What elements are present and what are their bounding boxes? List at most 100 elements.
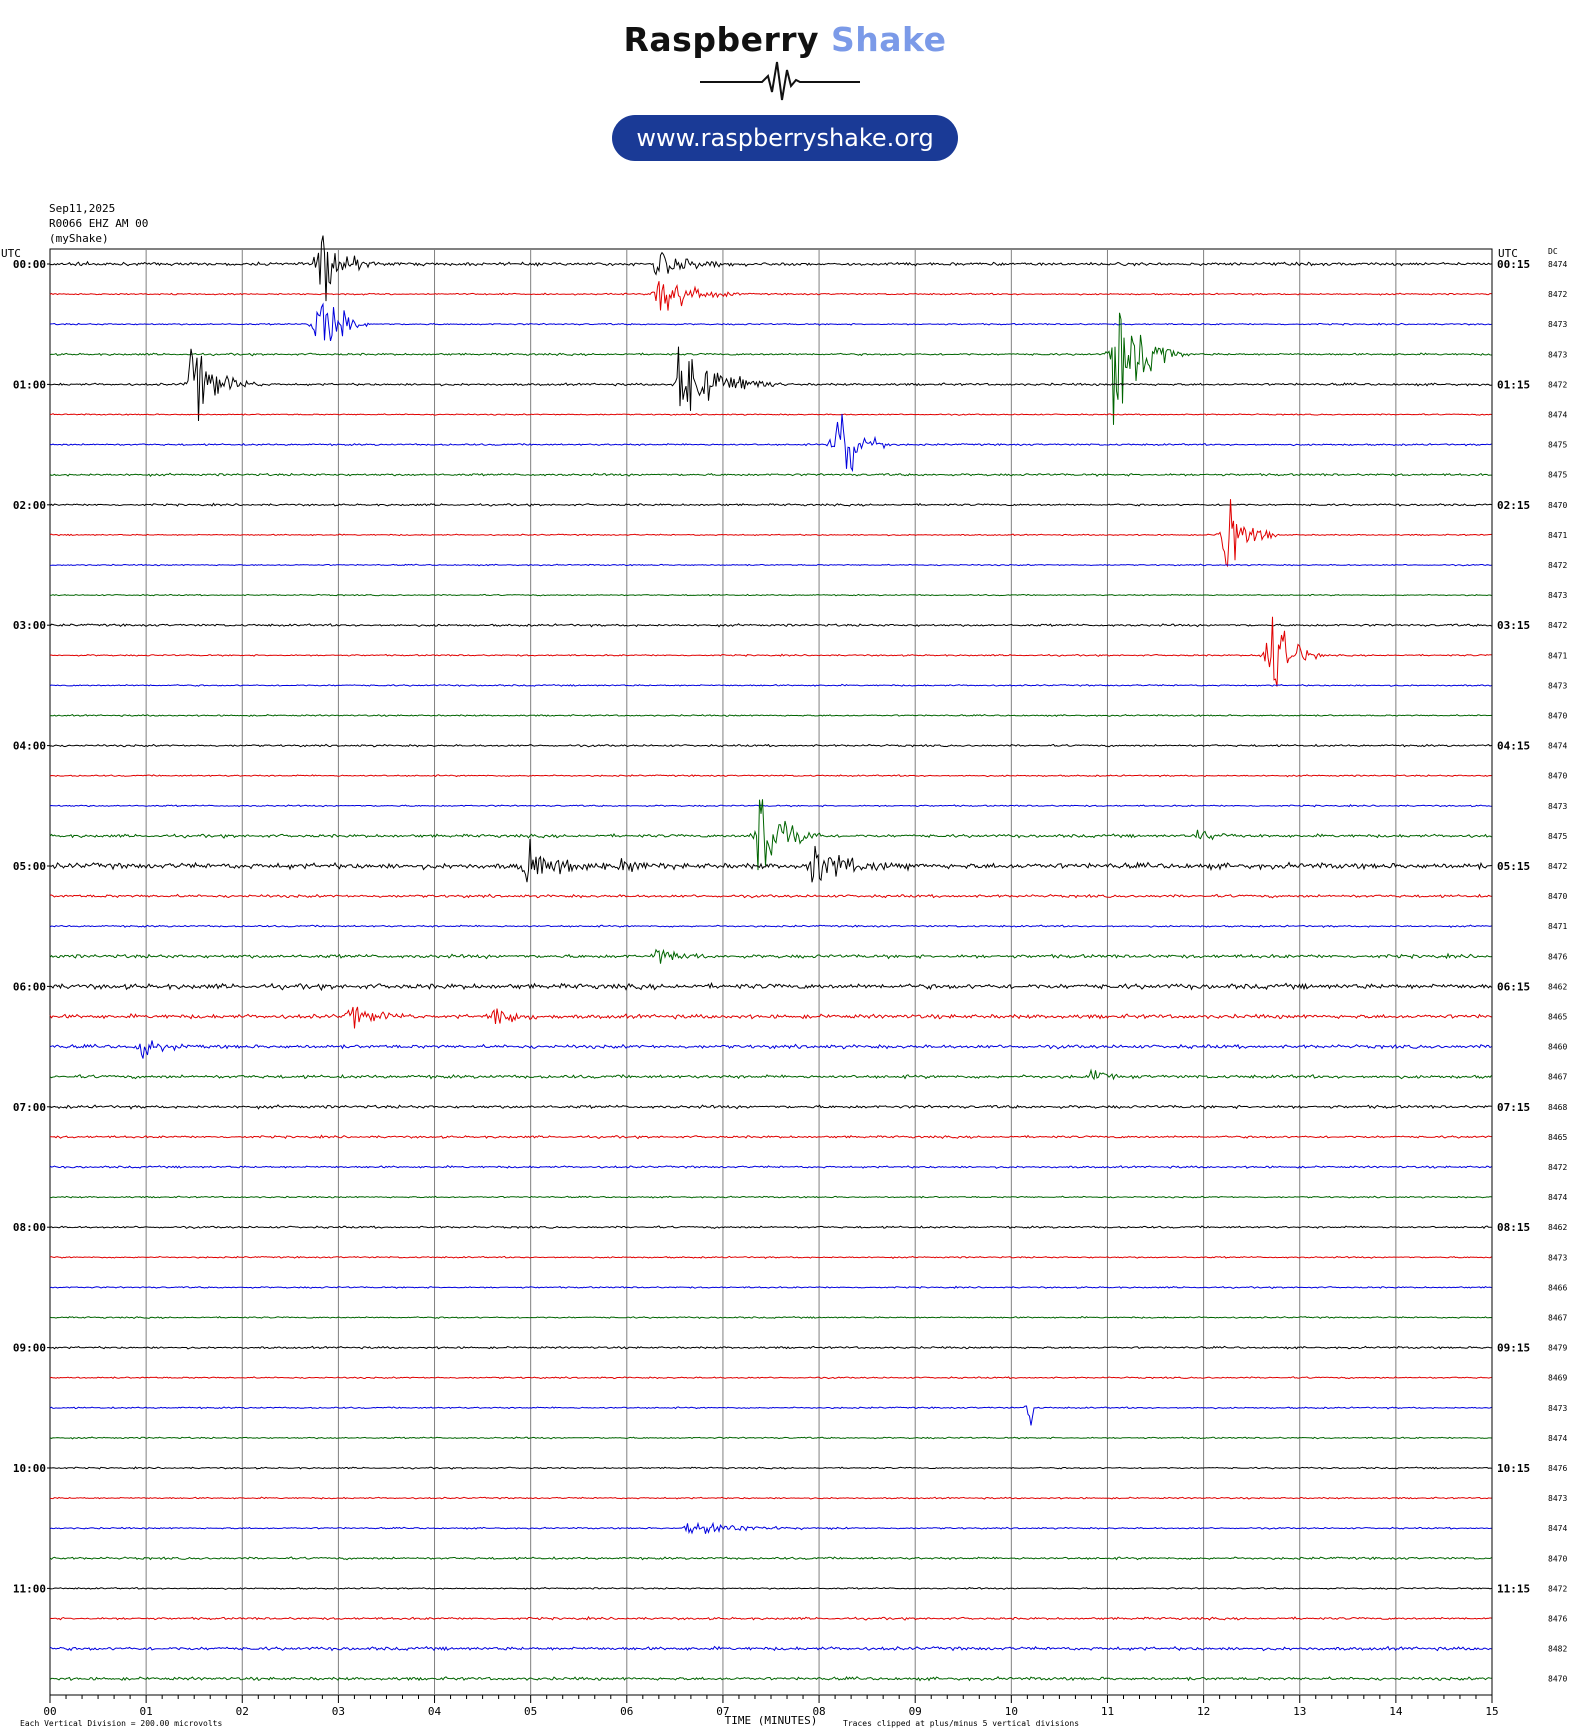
seismic-trace <box>49 1040 1492 1059</box>
dc-offset-label: 8473 <box>1548 802 1567 811</box>
dc-offset-label: 8476 <box>1548 1464 1567 1473</box>
x-tick-label: 07 <box>716 1705 729 1718</box>
hour-label-left: 05:00 <box>13 860 46 873</box>
dc-offset-label: 8471 <box>1548 531 1567 540</box>
x-axis-title: TIME (MINUTES) <box>725 1714 818 1727</box>
x-tick-label: 04 <box>428 1705 442 1718</box>
left-axis-title: UTC <box>1 247 21 260</box>
seismic-trace <box>49 1104 1492 1110</box>
seismic-trace <box>49 1315 1492 1320</box>
hour-label-right: 08:15 <box>1497 1221 1530 1234</box>
hour-label-right: 01:15 <box>1497 378 1530 391</box>
seismic-trace <box>49 1466 1492 1470</box>
scale-note: Each Vertical Division = 200.00 microvol… <box>20 1719 222 1728</box>
seismic-trace <box>49 593 1492 597</box>
seismic-trace <box>49 499 1492 568</box>
seismic-trace <box>49 948 1492 964</box>
seismic-trace <box>49 1496 1492 1500</box>
dc-offset-label: 8469 <box>1548 1374 1567 1383</box>
hour-label-right: 00:15 <box>1497 258 1530 271</box>
hour-label-right: 10:15 <box>1497 1462 1530 1475</box>
seismic-trace <box>49 1645 1492 1652</box>
hour-label-right: 05:15 <box>1497 860 1530 873</box>
seismic-trace <box>49 1195 1492 1199</box>
dc-offset-label: 8470 <box>1548 712 1567 721</box>
station-code: R0066 EHZ AM 00 <box>49 217 149 230</box>
x-tick-label: 10 <box>1005 1705 1018 1718</box>
dc-offset-label: 8476 <box>1548 952 1567 961</box>
brand-header: Raspberry Shake www.raspberryshake.org <box>0 0 1570 170</box>
hour-label-left: 08:00 <box>13 1221 46 1234</box>
dc-offset-label: 8473 <box>1548 1494 1567 1503</box>
dc-offset-label: 8470 <box>1548 1554 1567 1563</box>
seismic-trace <box>49 235 1492 302</box>
seismic-trace <box>49 1376 1492 1380</box>
x-tick-label: 13 <box>1293 1705 1306 1718</box>
dc-offset-label: 8470 <box>1548 772 1567 781</box>
seismic-trace <box>49 774 1492 778</box>
seismic-trace <box>49 804 1492 808</box>
hour-label-left: 09:00 <box>13 1342 46 1355</box>
seismic-trace <box>49 1006 1492 1029</box>
dc-offset-label: 8471 <box>1548 651 1567 660</box>
hour-label-right: 11:15 <box>1497 1582 1530 1595</box>
seismic-trace <box>49 346 1492 422</box>
dc-offset-label: 8462 <box>1548 1223 1567 1232</box>
dc-offset-label: 8474 <box>1548 1434 1567 1443</box>
dc-offset-label: 8479 <box>1548 1344 1567 1353</box>
dc-offset-label: 8472 <box>1548 290 1567 299</box>
seismic-trace <box>49 1345 1492 1350</box>
x-tick-label: 08 <box>812 1705 825 1718</box>
brand-name: Raspberry <box>623 20 820 59</box>
dc-offset-label: 8476 <box>1548 1615 1567 1624</box>
x-tick-label: 14 <box>1389 1705 1403 1718</box>
x-tick-label: 11 <box>1101 1705 1114 1718</box>
seismic-trace <box>49 302 1492 342</box>
plot-frame <box>49 248 1493 1696</box>
seismic-trace <box>49 1068 1492 1081</box>
hour-label-right: 03:15 <box>1497 619 1530 632</box>
seismic-trace <box>49 312 1492 425</box>
dc-offset-label: 8474 <box>1548 1193 1567 1202</box>
hour-label-left: 10:00 <box>13 1462 46 1475</box>
dc-offset-label: 8475 <box>1548 441 1567 450</box>
dc-offset-label: 8465 <box>1548 1133 1567 1142</box>
dc-offset-label: 8465 <box>1548 1013 1567 1022</box>
dc-offset-label: 8460 <box>1548 1043 1567 1052</box>
dc-offset-label: 8473 <box>1548 591 1567 600</box>
seismic-trace <box>49 1676 1492 1682</box>
seismic-trace <box>49 683 1492 687</box>
x-tick-label: 12 <box>1197 1705 1210 1718</box>
seismic-trace <box>49 472 1492 477</box>
dc-offset-label: 8472 <box>1548 380 1567 389</box>
seismic-trace <box>49 1405 1492 1426</box>
dc-offset-label: 8482 <box>1548 1645 1567 1654</box>
hour-label-right: 06:15 <box>1497 980 1530 993</box>
dc-offset-label: 8468 <box>1548 1103 1567 1112</box>
seismic-trace <box>49 981 1492 992</box>
dc-offset-label: 8474 <box>1548 260 1567 269</box>
dc-offset-label: 8467 <box>1548 1073 1567 1082</box>
x-tick-label: 09 <box>909 1705 922 1718</box>
seismic-trace <box>49 1165 1492 1169</box>
dc-offset-label: 8473 <box>1548 350 1567 359</box>
dc-offset-label: 8474 <box>1548 411 1567 420</box>
network-name: (myShake) <box>49 232 109 245</box>
seismic-trace <box>49 1255 1492 1259</box>
dc-offset-label: 8472 <box>1548 1584 1567 1593</box>
dc-offset-label: 8462 <box>1548 982 1567 991</box>
right-axis-title: UTC <box>1498 247 1518 260</box>
dc-offset-label: 8470 <box>1548 501 1567 510</box>
dc-offset-label: 8466 <box>1548 1283 1567 1292</box>
x-tick-label: 05 <box>524 1705 537 1718</box>
hour-label-left: 01:00 <box>13 378 46 391</box>
dc-title: DC <box>1548 247 1558 256</box>
dc-offset-label: 8473 <box>1548 1404 1567 1413</box>
website-link[interactable]: www.raspberryshake.org <box>612 115 958 161</box>
seismic-trace <box>49 1615 1492 1621</box>
dc-offset-label: 8472 <box>1548 862 1567 871</box>
seismic-trace <box>49 714 1492 718</box>
dc-offset-label: 8474 <box>1548 1524 1567 1533</box>
seismic-trace <box>50 1134 1492 1140</box>
